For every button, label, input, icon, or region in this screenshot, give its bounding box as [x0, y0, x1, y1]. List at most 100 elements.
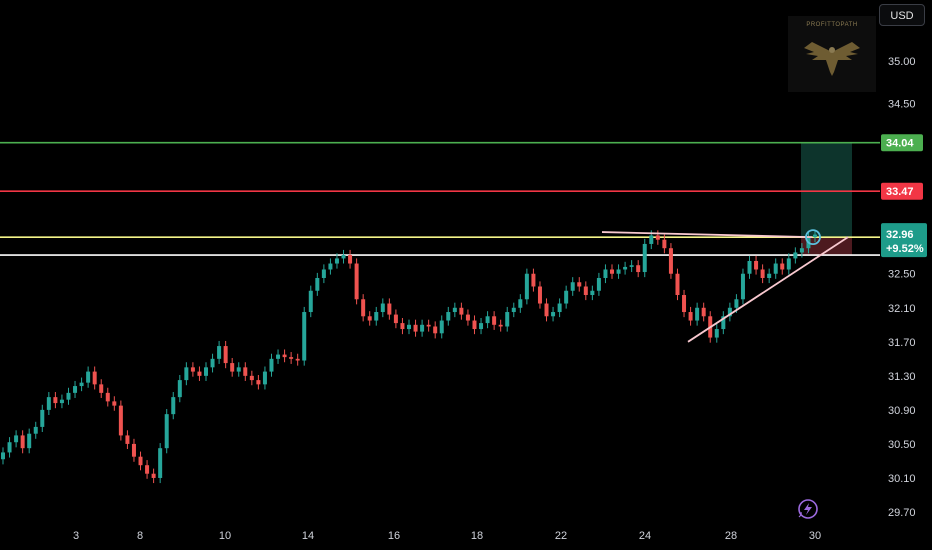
candle [570, 282, 575, 291]
candle [688, 312, 693, 321]
candle [564, 290, 569, 304]
candle [544, 303, 549, 317]
candle [151, 473, 156, 478]
logo-text: PROFITTOPATH [806, 22, 858, 28]
candle [767, 273, 772, 278]
candle [236, 367, 241, 372]
candle [269, 358, 274, 372]
candle [505, 312, 510, 327]
green-level-tag: 34.04 [886, 138, 914, 150]
candle [217, 346, 222, 359]
candle [623, 266, 628, 270]
candle [662, 239, 667, 249]
x-tick-label: 28 [725, 530, 737, 542]
candle [40, 409, 45, 427]
candle [230, 363, 235, 372]
target-zone [801, 142, 852, 238]
candle [740, 273, 745, 300]
x-tick-label: 8 [137, 530, 143, 542]
candle [551, 312, 556, 317]
candle [793, 252, 798, 259]
y-tick-label: 34.50 [888, 99, 916, 111]
watermark-logo: PROFITTOPATH [788, 16, 876, 92]
candle [452, 307, 457, 313]
candle [479, 323, 484, 330]
x-tick-label: 16 [388, 530, 400, 542]
candle [511, 307, 516, 313]
candle [786, 258, 791, 270]
candle [79, 382, 84, 387]
candle [610, 269, 614, 274]
candle [190, 367, 195, 372]
highlight-circle [805, 229, 821, 246]
candle [629, 265, 634, 267]
y-tick-label: 29.70 [888, 507, 916, 519]
candle [262, 371, 267, 385]
candle [701, 307, 706, 317]
lightning-icon[interactable] [797, 498, 819, 520]
candle [321, 269, 326, 278]
candle [446, 312, 451, 321]
candle [295, 358, 300, 361]
candle [276, 354, 281, 359]
candle [636, 265, 641, 273]
candle [714, 329, 719, 338]
candle [682, 295, 687, 313]
candle [813, 234, 817, 238]
green-level-tag-bg [881, 134, 923, 152]
currency-button[interactable]: USD [879, 4, 925, 26]
candle [112, 401, 117, 406]
candle [420, 324, 425, 332]
candle [727, 307, 732, 317]
candle [20, 435, 25, 449]
candle [334, 258, 339, 264]
candle [583, 286, 588, 296]
candle [596, 277, 601, 291]
red-level-tag: 33.47 [886, 186, 914, 198]
candle [799, 248, 804, 253]
candle [158, 448, 163, 478]
stop-zone [801, 237, 852, 256]
candle [315, 277, 320, 291]
candle [210, 358, 215, 368]
y-tick-label: 30.10 [888, 473, 916, 485]
candle [773, 263, 778, 274]
hawk-icon [804, 42, 860, 76]
candle [105, 392, 110, 402]
candle [642, 243, 647, 273]
x-tick-label: 18 [471, 530, 483, 542]
current-price-bg [881, 223, 927, 258]
candle [289, 357, 294, 359]
candle [695, 307, 700, 321]
x-tick-label: 10 [219, 530, 231, 542]
candle [537, 286, 542, 304]
candle [590, 290, 595, 296]
candle [328, 263, 333, 270]
candle [197, 371, 202, 376]
candle [387, 303, 392, 315]
y-tick-label: 31.70 [888, 337, 916, 349]
candle [14, 435, 19, 443]
candle [125, 435, 130, 444]
candle [649, 235, 654, 244]
candle [249, 375, 254, 381]
candle [407, 324, 411, 330]
x-tick-label: 14 [302, 530, 314, 542]
y-tick-label: 32.10 [888, 303, 916, 315]
candle [459, 307, 464, 315]
candle [734, 299, 739, 308]
candle [426, 324, 431, 327]
candle [145, 465, 150, 474]
support-trendline [687, 236, 849, 343]
x-tick-label: 24 [639, 530, 651, 542]
candle [472, 320, 477, 330]
candle [400, 323, 405, 330]
candle [341, 255, 346, 259]
y-tick-label: 30.50 [888, 439, 916, 451]
candle [131, 443, 136, 457]
candle [531, 273, 536, 287]
candle [524, 273, 529, 300]
red-level-tag-bg [881, 182, 923, 200]
